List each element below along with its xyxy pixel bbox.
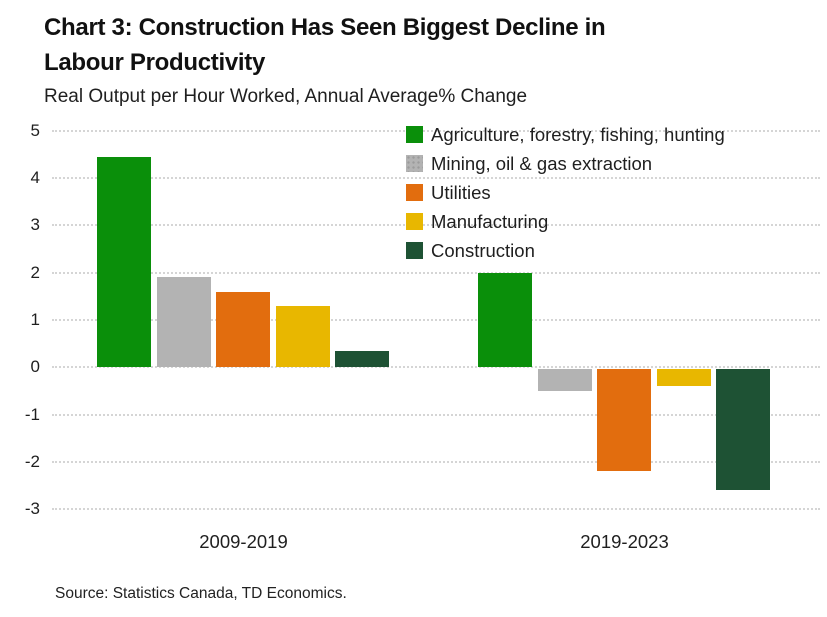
bar-construction-2019-2023 — [716, 369, 770, 491]
legend-item: Agriculture, forestry, fishing, hunting — [406, 120, 725, 149]
gridline-y-3 — [52, 508, 820, 511]
source-note: Source: Statistics Canada, TD Economics. — [55, 585, 347, 602]
gridline-y5 — [52, 129, 820, 132]
y-axis-tick-label: 3 — [30, 215, 40, 235]
bar-agriculture-2019-2023 — [478, 272, 532, 368]
chart-subtitle: Real Output per Hour Worked, Annual Aver… — [44, 86, 528, 107]
legend-swatch-icon — [406, 126, 423, 143]
legend-swatch-icon — [406, 242, 423, 259]
legend-swatch-icon — [406, 184, 423, 201]
gridline-y4 — [52, 177, 820, 180]
legend-item: Manufacturing — [406, 207, 725, 236]
bar-construction-2009-2019 — [335, 350, 389, 368]
gridline-y0 — [52, 366, 820, 369]
y-axis-tick-label: -1 — [24, 404, 40, 424]
legend-swatch-icon — [406, 213, 423, 230]
y-axis-tick-label: 1 — [30, 310, 40, 329]
y-axis-tick-label: 2 — [30, 262, 40, 282]
legend-label: Manufacturing — [431, 210, 549, 232]
bar-agriculture-2009-2019 — [97, 156, 151, 368]
chart-title: Chart 3: Construction Has Seen Biggest D… — [44, 14, 606, 76]
chart-legend: Agriculture, forestry, fishing, hunting M… — [406, 120, 725, 265]
y-axis-tick-label: 0 — [30, 357, 40, 377]
gridline-y-2 — [52, 460, 820, 463]
gridline-y2 — [52, 271, 820, 274]
x-axis-category-label: 2019-2023 — [580, 531, 669, 552]
bar-utilities-2009-2019 — [216, 291, 270, 368]
y-axis-tick-label: 5 — [30, 120, 40, 140]
legend-item: Mining, oil & gas extraction — [406, 149, 725, 178]
bar-mining-2019-2023 — [537, 369, 592, 391]
legend-label: Mining, oil & gas extraction — [431, 152, 653, 174]
legend-swatch-icon — [406, 155, 423, 172]
legend-item: Construction — [406, 236, 725, 265]
legend-item: Utilities — [406, 178, 725, 207]
bar-manufacturing-2019-2023 — [656, 369, 711, 387]
gridline-y3 — [52, 224, 820, 227]
bar-mining-2009-2019 — [156, 277, 211, 368]
legend-label: Agriculture, forestry, fishing, hunting — [431, 123, 725, 145]
y-axis-tick-label: -3 — [24, 499, 40, 519]
bar-utilities-2019-2023 — [597, 369, 651, 472]
gridline-y-1 — [52, 413, 820, 416]
bar-manufacturing-2009-2019 — [275, 305, 330, 368]
legend-label: Utilities — [431, 181, 491, 203]
y-axis-tick-label: 4 — [30, 168, 40, 188]
x-axis-category-label: 2009-2019 — [199, 531, 288, 552]
legend-label: Construction — [431, 239, 535, 261]
y-axis-tick-label: -2 — [24, 451, 40, 471]
gridline-y1 — [52, 319, 820, 321]
